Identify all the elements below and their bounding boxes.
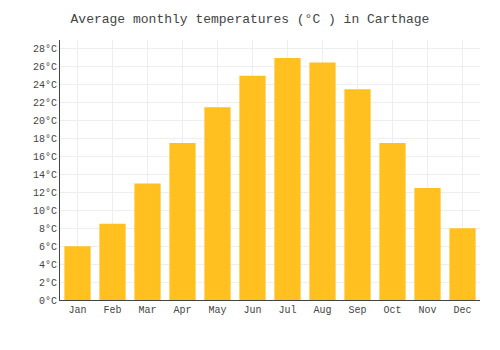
svg-text:24°C: 24°C	[33, 80, 57, 91]
svg-text:12°C: 12°C	[33, 188, 57, 199]
svg-text:Mar: Mar	[138, 305, 156, 316]
svg-text:Jan: Jan	[68, 305, 86, 316]
svg-text:22°C: 22°C	[33, 98, 57, 109]
svg-text:Average monthly temperatures (: Average monthly temperatures (°C ) in Ca…	[71, 12, 430, 27]
svg-text:Aug: Aug	[313, 305, 331, 316]
svg-text:Apr: Apr	[173, 305, 191, 316]
svg-text:8°C: 8°C	[39, 224, 57, 235]
svg-text:Jun: Jun	[243, 305, 261, 316]
svg-text:26°C: 26°C	[33, 62, 57, 73]
svg-text:Oct: Oct	[383, 305, 401, 316]
svg-text:Sep: Sep	[348, 305, 366, 316]
svg-text:2°C: 2°C	[39, 278, 57, 289]
svg-text:Nov: Nov	[418, 305, 436, 316]
svg-text:May: May	[208, 305, 226, 316]
svg-text:Feb: Feb	[103, 305, 121, 316]
svg-text:20°C: 20°C	[33, 116, 57, 127]
svg-text:14°C: 14°C	[33, 170, 57, 181]
svg-text:16°C: 16°C	[33, 152, 57, 163]
svg-text:Jul: Jul	[278, 305, 296, 316]
svg-text:28°C: 28°C	[33, 44, 57, 55]
svg-text:4°C: 4°C	[39, 260, 57, 271]
svg-text:10°C: 10°C	[33, 206, 57, 217]
svg-text:6°C: 6°C	[39, 242, 57, 253]
svg-text:Dec: Dec	[453, 305, 471, 316]
svg-text:0°C: 0°C	[39, 296, 57, 307]
svg-text:18°C: 18°C	[33, 134, 57, 145]
